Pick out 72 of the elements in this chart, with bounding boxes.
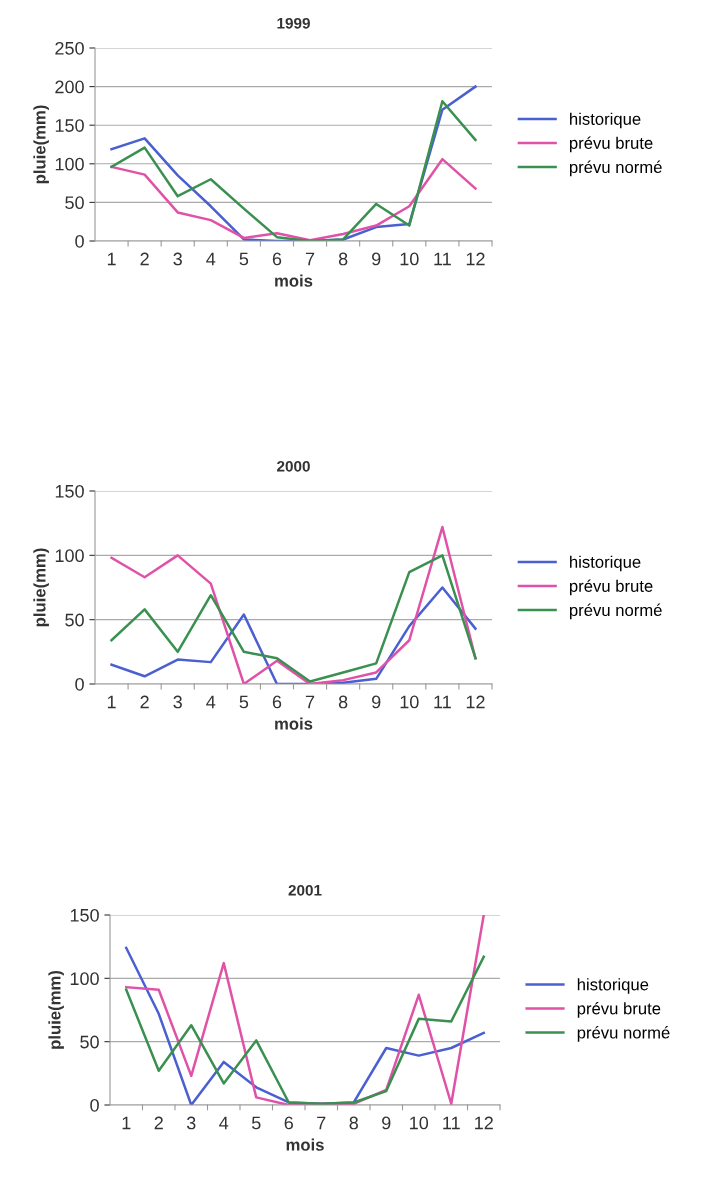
y-tick-label: 200: [55, 80, 84, 94]
chart-title: 2000: [277, 460, 310, 472]
chart-title: 2001: [288, 884, 322, 896]
x-tick-label: 3: [173, 252, 182, 266]
legend-label: prévu normé: [569, 603, 662, 620]
x-tick-label: 5: [239, 252, 249, 266]
y-tick-label: 250: [55, 41, 84, 55]
x-tick-label: 8: [338, 695, 348, 709]
y-tick-label: 150: [70, 908, 99, 922]
x-tick-label: 11: [434, 695, 451, 709]
x-tick-label: 12: [466, 252, 485, 266]
y-tick-label: 150: [55, 119, 84, 132]
y-tick-label: 100: [55, 549, 84, 563]
legend-label: prévu normé: [569, 160, 662, 177]
line-series: [110, 157, 477, 241]
legend-label: prévu brute: [569, 136, 653, 153]
y-tick-label: 100: [70, 972, 99, 986]
x-tick-label: 4: [219, 1116, 229, 1130]
x-tick-label: 4: [206, 695, 216, 709]
x-tick-label: 6: [272, 695, 282, 709]
x-axis-title: mois: [275, 717, 313, 730]
x-tick-label: 10: [410, 1116, 429, 1130]
x-tick-label: 8: [338, 252, 348, 266]
legend-label: historique: [570, 555, 641, 572]
x-tick-label: 12: [475, 1116, 493, 1130]
y-tick-label: 100: [55, 157, 84, 171]
x-tick-label: 2: [140, 252, 149, 266]
x-tick-label: 2: [140, 695, 149, 709]
x-tick-label: 5: [239, 695, 249, 709]
x-tick-label: 10: [400, 252, 419, 266]
legend-label: prévu brute: [569, 579, 653, 596]
line-series: [110, 554, 477, 683]
x-tick-label: 11: [443, 1116, 460, 1130]
x-tick-label: 9: [372, 695, 381, 709]
x-tick-label: 1: [107, 695, 116, 709]
y-tick-label: 50: [65, 613, 84, 627]
x-tick-label: 6: [284, 1116, 293, 1130]
y-tick-label: 50: [65, 196, 84, 210]
line-series: [110, 586, 477, 684]
y-tick-label: 0: [75, 234, 84, 248]
x-axis-title: mois: [286, 1138, 324, 1151]
x-tick-label: 7: [317, 1116, 326, 1130]
x-tick-label: 1: [107, 252, 116, 266]
x-tick-label: 8: [349, 1116, 358, 1130]
legend-label: historique: [570, 112, 641, 129]
x-tick-label: 1: [122, 1116, 131, 1130]
chart-title: 1999: [277, 17, 310, 29]
y-tick-label: 0: [75, 677, 84, 691]
line-series: [110, 525, 477, 684]
y-axis-title: pluie(mm): [33, 548, 49, 627]
x-tick-label: 12: [466, 695, 485, 709]
y-tick-label: 50: [80, 1035, 99, 1049]
x-tick-label: 9: [382, 1116, 391, 1130]
x-tick-label: 11: [434, 252, 451, 266]
y-tick-label: 150: [55, 484, 84, 498]
legend-label: prévu normé: [577, 1026, 670, 1042]
x-tick-label: 9: [372, 252, 381, 266]
x-tick-label: 4: [206, 252, 216, 266]
y-axis-title: pluie(mm): [33, 105, 49, 184]
legend-label: historique: [577, 978, 649, 994]
x-tick-label: 3: [173, 695, 182, 709]
y-axis-title: pluie(mm): [48, 971, 64, 1049]
x-tick-label: 7: [305, 252, 315, 266]
x-axis-title: mois: [275, 274, 313, 287]
x-tick-label: 10: [400, 695, 419, 709]
y-tick-label: 0: [90, 1098, 99, 1112]
x-tick-label: 2: [154, 1116, 163, 1130]
x-tick-label: 3: [186, 1116, 196, 1130]
x-tick-label: 5: [251, 1116, 261, 1130]
legend-label: prévu brute: [577, 1002, 661, 1018]
x-tick-label: 7: [305, 695, 315, 709]
x-tick-label: 6: [272, 252, 282, 266]
